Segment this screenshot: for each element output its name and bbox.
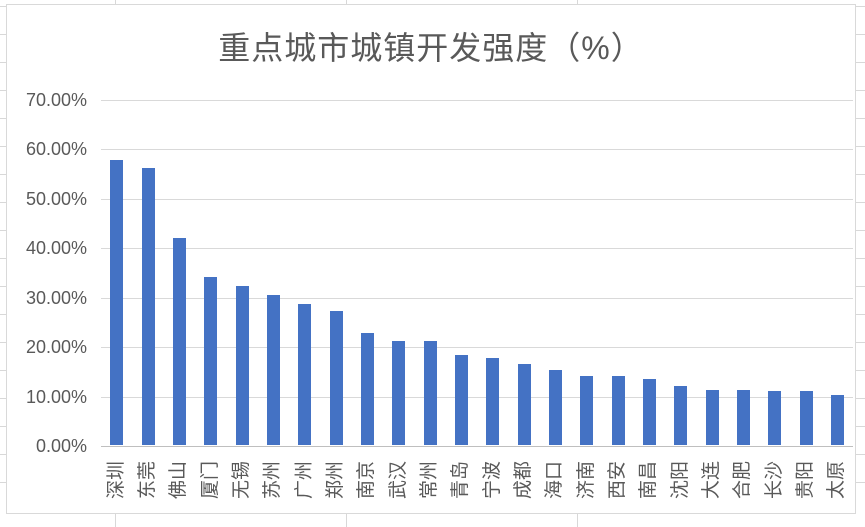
bar-常州[interactable] [424, 341, 437, 445]
y-tick-label: 60.00% [25, 139, 87, 159]
x-tick-label-太原: 太原 [826, 461, 847, 500]
bar-沈阳[interactable] [674, 386, 687, 445]
bar-济南[interactable] [580, 376, 593, 445]
bar-大连[interactable] [706, 390, 719, 445]
x-tick-label-南昌: 南昌 [638, 461, 659, 500]
gridline [101, 248, 853, 249]
bar-无锡[interactable] [236, 286, 249, 445]
bar-东莞[interactable] [142, 168, 155, 445]
chart-title[interactable]: 重点城市城镇开发强度（%） [218, 30, 644, 66]
y-tick-label: 30.00% [25, 288, 87, 308]
gridline [101, 298, 853, 299]
x-tick-label-南京: 南京 [356, 461, 377, 500]
chart-canvas[interactable]: 重点城市城镇开发强度（%） 70.00% 60.00% 50.00% 40.00% 30… [6, 4, 856, 514]
bar-西安[interactable] [612, 376, 625, 445]
bar-贵阳[interactable] [800, 391, 813, 445]
x-tick-label-厦门: 厦门 [200, 461, 221, 500]
bar-海口[interactable] [549, 370, 562, 445]
x-tick-label-常州: 常州 [419, 461, 440, 500]
y-tick-label: 50.00% [25, 189, 87, 209]
x-tick-label-东莞: 东莞 [137, 461, 158, 500]
bar-南京[interactable] [361, 333, 374, 445]
bar-广州[interactable] [298, 304, 311, 445]
x-tick-label-济南: 济南 [576, 461, 597, 500]
bar-郑州[interactable] [330, 311, 343, 445]
x-tick-label-宁波: 宁波 [482, 461, 503, 500]
bar-佛山[interactable] [173, 238, 186, 445]
bar-长沙[interactable] [768, 391, 781, 445]
x-tick-label-合肥: 合肥 [732, 461, 753, 500]
x-tick-label-海口: 海口 [544, 461, 565, 500]
bar-深圳[interactable] [110, 160, 123, 445]
bar-太原[interactable] [831, 395, 844, 445]
x-tick-label-无锡: 无锡 [231, 461, 252, 500]
x-tick-label-长沙: 长沙 [764, 461, 785, 500]
bar-成都[interactable] [518, 364, 531, 445]
y-tick-label: 70.00% [25, 90, 87, 110]
bar-合肥[interactable] [737, 390, 750, 445]
y-tick-label: 10.00% [25, 387, 87, 407]
bar-厦门[interactable] [204, 277, 217, 445]
gridline [101, 100, 853, 101]
x-tick-label-苏州: 苏州 [262, 461, 283, 500]
x-tick-label-武汉: 武汉 [388, 461, 409, 500]
gridline [101, 347, 853, 348]
y-tick-label: 40.00% [25, 238, 87, 258]
x-tick-label-沈阳: 沈阳 [670, 461, 691, 500]
x-tick-label-广州: 广州 [294, 461, 315, 500]
gridline [101, 199, 853, 200]
x-axis-line [101, 446, 853, 447]
bar-武汉[interactable] [392, 341, 405, 445]
bar-苏州[interactable] [267, 295, 280, 445]
gridline [101, 397, 853, 398]
y-tick-label: 20.00% [25, 337, 87, 357]
x-tick-label-郑州: 郑州 [325, 461, 346, 500]
x-tick-label-青岛: 青岛 [450, 461, 471, 500]
y-tick-label: 0.00% [35, 436, 87, 456]
x-tick-label-大连: 大连 [701, 461, 722, 500]
bar-宁波[interactable] [486, 358, 499, 445]
x-tick-label-成都: 成都 [513, 461, 534, 500]
x-tick-label-西安: 西安 [607, 461, 628, 500]
x-tick-label-贵阳: 贵阳 [795, 461, 816, 500]
bar-青岛[interactable] [455, 355, 468, 445]
x-tick-label-佛山: 佛山 [168, 461, 189, 500]
gridline [101, 149, 853, 150]
bar-南昌[interactable] [643, 379, 656, 445]
plot-area [101, 100, 853, 447]
x-tick-label-深圳: 深圳 [106, 461, 127, 500]
